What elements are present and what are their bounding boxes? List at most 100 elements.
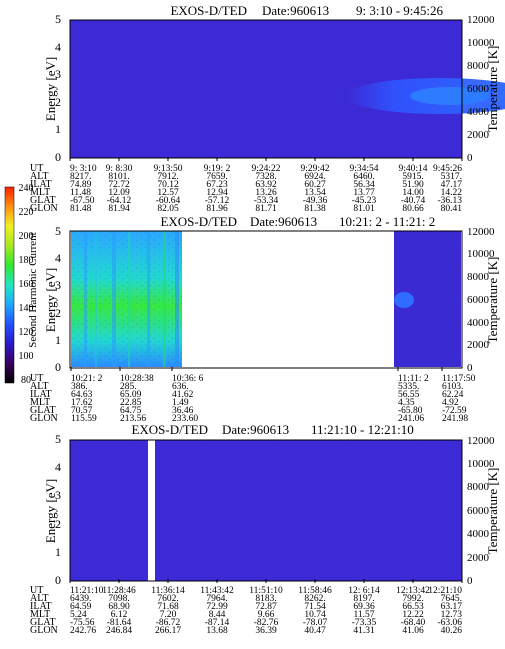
orbit-table-cell: 74.89 xyxy=(70,180,92,190)
colorbar-tick: 80 xyxy=(21,375,31,386)
colorbar: 80 100 120 140 160 180 200 220 240 Secon… xyxy=(4,183,39,386)
panel-2: EXOS-D/TED Date:960613 10:21: 2 - 11:21:… xyxy=(30,214,500,424)
orbit-table-cell: 81.94 xyxy=(108,204,130,214)
orbit-table-cell: 6460. xyxy=(353,172,374,182)
orbit-table-cell: 65.09 xyxy=(120,390,142,400)
orbit-table-cell: 12: 6:14 xyxy=(348,586,380,596)
orbit-table-cell: -60.64 xyxy=(156,196,181,206)
panel-date: Date:960613 xyxy=(262,3,329,18)
colorbar-label: Second Harmonic Current xyxy=(27,232,39,347)
orbit-table-cell: -49.36 xyxy=(303,196,328,206)
panel-time-range: 9: 3:10 - 9:45:26 xyxy=(356,3,444,18)
orbit-table-cell: 80.66 xyxy=(402,204,424,214)
row-label: ILAT xyxy=(30,601,52,612)
orbit-table-cell: 10:28:38 xyxy=(120,374,154,384)
y-tick-label: 1 xyxy=(55,333,61,347)
orbit-table-cell: 386. xyxy=(71,382,88,392)
orbit-table-cell: 8.44 xyxy=(209,610,226,620)
orbit-table-cell: 6103. xyxy=(442,382,463,392)
orbit-table-cell: 64.63 xyxy=(71,390,93,400)
orbit-table-cell: 56.34 xyxy=(353,180,375,190)
orbit-table: UT ALT ILAT MLT GLAT GLON 10:21: 2386.64… xyxy=(30,367,476,424)
y2-tick-label: 0 xyxy=(467,362,473,374)
orbit-table-cell: -53.34 xyxy=(254,196,279,206)
y2-tick-label: 8000 xyxy=(467,60,490,72)
y-axis-left: 0 1 2 3 4 5 Energy [eV] xyxy=(43,12,61,164)
orbit-table-cell: 6924. xyxy=(304,172,325,182)
orbit-table-cell: 13.54 xyxy=(304,188,326,198)
orbit-table-cell: 17.62 xyxy=(71,398,93,408)
orbit-table-cell: 5915. xyxy=(402,172,423,182)
panel-title: EXOS-D/TED xyxy=(160,214,237,229)
y2-tick-label: 2000 xyxy=(467,129,490,141)
y-axis-label: Energy [eV] xyxy=(43,57,58,121)
orbit-table-cell: 11:36:14 xyxy=(151,586,185,596)
orbit-table-cell: 11:21:10 xyxy=(70,586,104,596)
orbit-table-cell: 14.00 xyxy=(402,188,424,198)
y-axis-label: Energy [eV] xyxy=(43,479,58,543)
orbit-table-cell: 241.98 xyxy=(442,414,468,424)
colorbar-tick: 180 xyxy=(19,255,34,266)
row-label: UT xyxy=(30,373,43,384)
orbit-table-cell: 14.22 xyxy=(441,188,463,198)
orbit-table-cell: 241.06 xyxy=(398,414,424,424)
orbit-table-cell: 9.66 xyxy=(258,610,275,620)
colorbar-gradient xyxy=(4,186,15,384)
orbit-table-cell: 11:17:50 xyxy=(442,374,476,384)
orbit-table-cell: 9:34:54 xyxy=(349,164,378,174)
y2-tick-label: 4000 xyxy=(467,528,490,540)
y-tick-label: 5 xyxy=(55,224,61,238)
orbit-table-cell: 11:28:46 xyxy=(102,586,136,596)
orbit-table: UT ALT ILAT MLT GLAT GLON 11:21:106439.6… xyxy=(30,579,463,636)
orbit-table-cell: 8197. xyxy=(353,594,374,604)
orbit-table-cell: 11:51:10 xyxy=(249,586,283,596)
orbit-table-cell: 213.56 xyxy=(120,414,146,424)
panel-title: EXOS-D/TED xyxy=(170,3,247,18)
orbit-table: UT ALT ILAT MLT GLAT GLON 9: 3:108217.74… xyxy=(30,157,463,214)
orbit-table-cell: 64.75 xyxy=(120,406,142,416)
y-tick-label: 1 xyxy=(55,545,61,559)
orbit-table-cell: 41.62 xyxy=(172,390,194,400)
colorbar-tick: 120 xyxy=(19,327,34,338)
orbit-table-cell: -45.23 xyxy=(352,196,377,206)
orbit-table-cell: 5335. xyxy=(398,382,419,392)
orbit-table-cell: 40.26 xyxy=(441,626,463,636)
y-tick-label: 5 xyxy=(55,12,61,26)
orbit-table-cell: 6.12 xyxy=(111,610,128,620)
y-tick-label: 4 xyxy=(55,251,61,265)
y2-tick-label: 2000 xyxy=(467,339,490,351)
orbit-table-cell: 70.57 xyxy=(71,406,93,416)
orbit-table-cell: 13.77 xyxy=(353,188,375,198)
orbit-table-cell: 13.26 xyxy=(255,188,277,198)
data-gap xyxy=(148,440,155,581)
y-axis-left: 0 1 2 3 4 5 Energy [eV] xyxy=(43,224,61,374)
row-label: GLON xyxy=(30,203,58,214)
y-tick-label: 2 xyxy=(55,517,61,531)
orbit-table-cell: 115.59 xyxy=(71,414,97,424)
y-axis-label: Energy [eV] xyxy=(43,268,58,332)
orbit-table-cell: 9: 3:10 xyxy=(70,164,97,174)
orbit-table-cell: 12.09 xyxy=(108,188,130,198)
y2-tick-label: 8000 xyxy=(467,271,490,283)
orbit-table-cell: 64.59 xyxy=(70,602,92,612)
orbit-table-cell: 56.55 xyxy=(398,390,420,400)
row-label: ALT xyxy=(30,593,49,604)
orbit-table-cell: 7.20 xyxy=(160,610,177,620)
orbit-table-cell: 10.74 xyxy=(304,610,326,620)
y2-tick-label: 10000 xyxy=(467,458,495,470)
orbit-table-cell: -86.72 xyxy=(156,618,181,628)
y-tick-label: 3 xyxy=(55,67,61,81)
orbit-table-cell: 63.92 xyxy=(255,180,277,190)
orbit-table-cell: 11:11: 2 xyxy=(398,374,429,384)
colorbar-tick: 100 xyxy=(19,351,34,362)
orbit-table-cell: 69.36 xyxy=(353,602,375,612)
orbit-table-cell: -82.76 xyxy=(254,618,279,628)
y-axis-right: 0 2000 4000 6000 8000 10000 12000 Temper… xyxy=(467,14,500,164)
row-label: ILAT xyxy=(30,389,52,400)
orbit-table-cell: 12.73 xyxy=(441,610,463,620)
row-label: MLT xyxy=(30,397,50,408)
row-label: GLON xyxy=(30,413,58,424)
row-label: GLAT xyxy=(30,617,56,628)
